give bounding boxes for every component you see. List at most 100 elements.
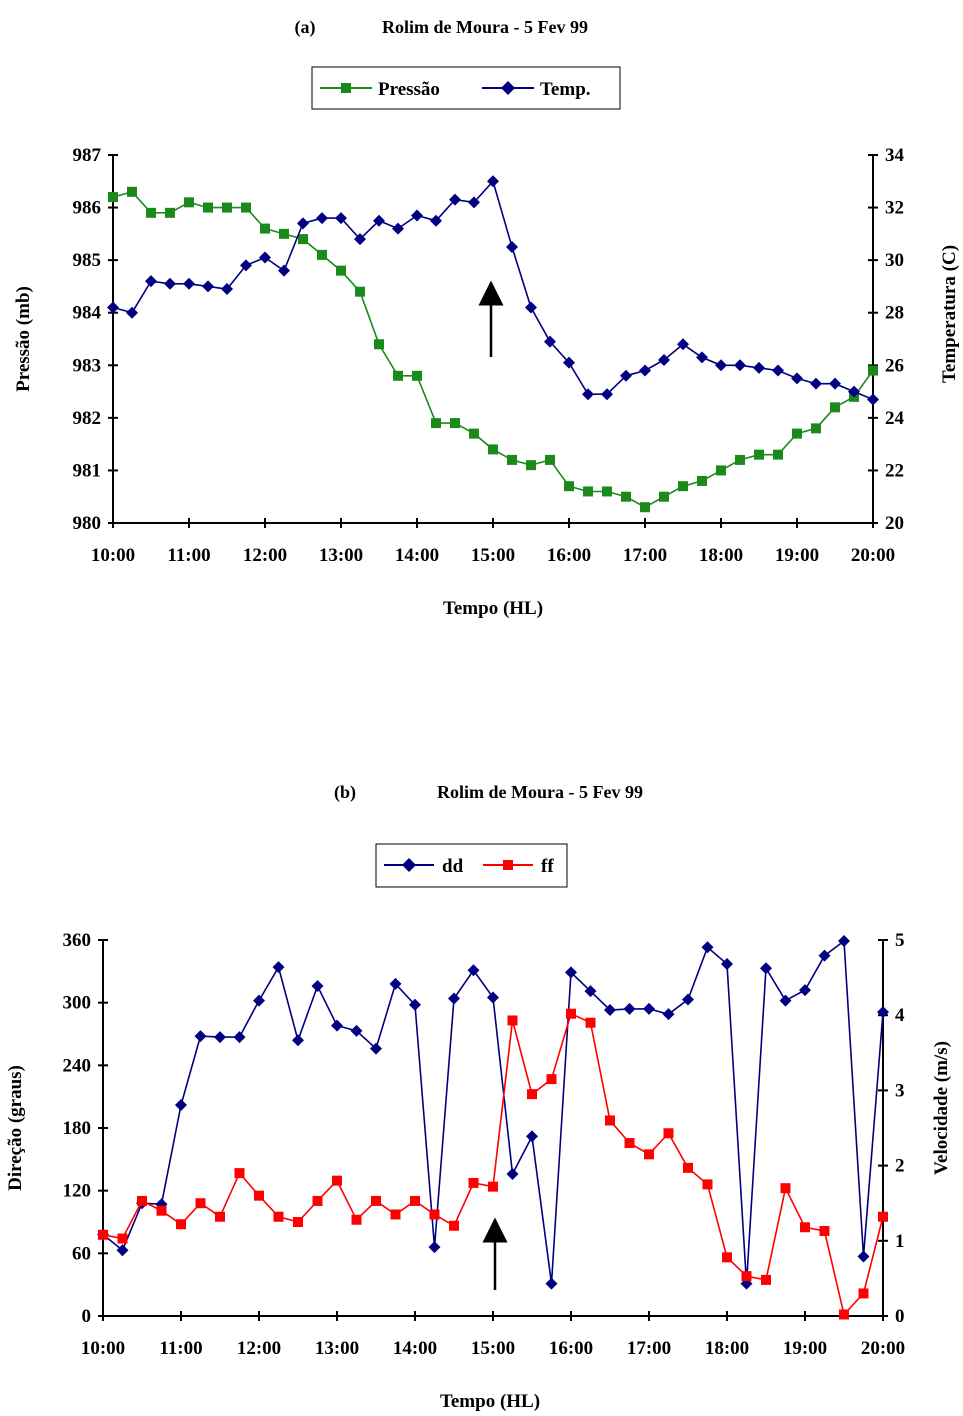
data-point — [98, 1229, 108, 1240]
legend-ff-label: ff — [541, 856, 554, 877]
chart-b-xlabel: Tempo (HL) — [440, 1391, 540, 1412]
right-tick-label: 22 — [885, 460, 904, 481]
data-point — [702, 1179, 713, 1190]
series-line-ff — [102, 1012, 884, 1317]
data-point — [292, 1034, 304, 1047]
data-point — [312, 1195, 323, 1206]
legend-pressao-label: Pressão — [378, 79, 440, 100]
data-point — [563, 356, 575, 369]
chart-b-title: Rolim de Moura - 5 Fev 99 — [437, 782, 643, 802]
data-point — [721, 958, 733, 971]
x-tick-label: 10:00 — [91, 545, 135, 566]
x-tick-label: 18:00 — [705, 1338, 749, 1359]
right-tick-label: 26 — [885, 355, 904, 376]
data-point — [722, 1252, 732, 1263]
legend-dd-label: dd — [442, 856, 464, 877]
data-point — [241, 202, 251, 213]
data-point — [165, 207, 175, 218]
left-tick-label: 986 — [73, 198, 102, 219]
data-point — [409, 998, 421, 1011]
chart-b-ylabel-left: Direção (graus) — [5, 1065, 26, 1191]
x-tick-label: 19:00 — [775, 545, 819, 566]
data-point — [202, 280, 214, 293]
data-point — [240, 259, 252, 272]
data-point — [735, 454, 745, 465]
data-point — [488, 444, 498, 455]
chart-a-ylabel-left: Pressão (mb) — [13, 286, 34, 392]
x-tick-label: 10:00 — [81, 1338, 125, 1359]
data-point — [371, 1195, 381, 1206]
data-point — [393, 370, 403, 381]
data-point — [127, 186, 137, 197]
data-point — [658, 354, 670, 367]
data-point — [336, 265, 346, 276]
legend-temp-marker — [501, 81, 515, 95]
x-tick-label: 15:00 — [471, 545, 515, 566]
data-point — [506, 241, 518, 253]
data-point — [156, 1205, 167, 1216]
data-point — [799, 984, 811, 997]
x-tick-label: 13:00 — [319, 545, 363, 566]
data-point — [677, 338, 689, 351]
data-point — [253, 994, 265, 1007]
data-point — [662, 1008, 675, 1021]
chart-a-x-ticks: 10:00 11:00 12:00 13:00 14:00 15:00 16:00 17:00… — [91, 518, 895, 566]
data-point — [604, 1003, 616, 1016]
left-tick-label: 981 — [73, 460, 102, 481]
data-point — [565, 966, 577, 979]
left-tick-label: 240 — [63, 1055, 92, 1076]
right-tick-label: 5 — [895, 930, 905, 951]
data-point — [487, 175, 499, 188]
data-point — [297, 217, 309, 230]
data-point — [791, 372, 803, 385]
data-point — [546, 1074, 557, 1085]
left-tick-label: 980 — [73, 513, 102, 534]
data-point — [527, 1089, 537, 1100]
data-point — [411, 209, 423, 222]
x-tick-label: 11:00 — [167, 545, 210, 566]
right-tick-label: 28 — [885, 303, 904, 324]
data-point — [469, 428, 479, 439]
data-point — [107, 301, 119, 314]
data-point — [678, 481, 688, 492]
left-tick-label: 180 — [63, 1118, 92, 1139]
x-tick-label: 17:00 — [623, 545, 667, 566]
chart-a-title-label: (a) — [295, 17, 316, 38]
chart-b-right-ticks: 0 1 2 3 4 5 — [878, 930, 905, 1327]
data-point — [374, 339, 384, 350]
data-point — [830, 402, 840, 413]
data-point — [222, 202, 232, 213]
data-point — [602, 486, 612, 497]
data-point — [311, 979, 324, 992]
data-point — [467, 964, 480, 977]
data-point — [754, 449, 764, 460]
data-point — [278, 264, 290, 277]
data-point — [644, 1149, 654, 1160]
right-tick-label: 32 — [885, 198, 904, 219]
data-point — [430, 214, 442, 227]
right-tick-label: 20 — [885, 513, 904, 534]
left-tick-label: 987 — [73, 145, 102, 166]
data-point — [215, 1211, 225, 1222]
chart-a-legend: Pressão Temp. — [311, 66, 621, 110]
left-tick-label: 120 — [63, 1181, 92, 1202]
data-point — [877, 1006, 889, 1019]
x-tick-label: 13:00 — [315, 1338, 359, 1359]
data-point — [214, 1031, 226, 1044]
data-point — [696, 351, 708, 364]
right-tick-label: 3 — [895, 1080, 905, 1101]
data-point — [431, 418, 441, 429]
chart-a-ylabel-right: Temperatura (C) — [939, 245, 960, 383]
data-point — [848, 385, 860, 398]
data-point — [659, 491, 669, 502]
legend-pressao-marker — [341, 83, 351, 93]
x-tick-label: 11:00 — [159, 1338, 202, 1359]
data-point — [639, 364, 651, 377]
data-point — [429, 1209, 440, 1220]
data-point — [585, 1017, 596, 1028]
data-point — [800, 1222, 810, 1233]
data-point — [811, 423, 821, 434]
data-point — [137, 1195, 147, 1206]
data-point — [116, 1244, 129, 1257]
data-point — [545, 454, 555, 465]
